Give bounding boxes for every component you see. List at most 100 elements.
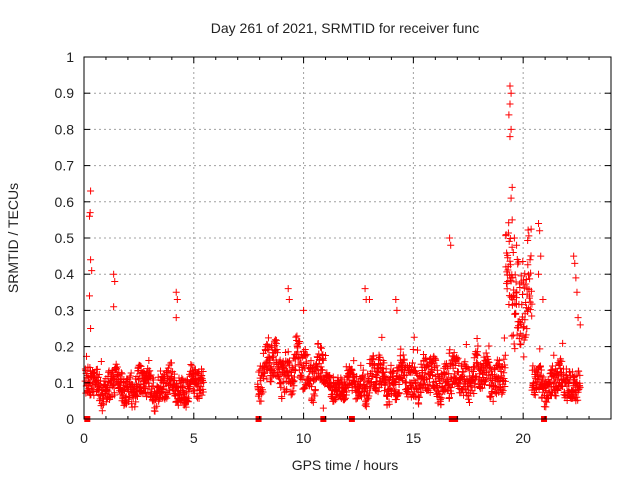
data-point — [520, 353, 528, 361]
data-point — [392, 296, 400, 304]
data-point — [400, 355, 408, 363]
data-point — [188, 362, 196, 370]
data-point — [461, 358, 469, 366]
data-point — [272, 340, 280, 348]
data-point — [122, 396, 130, 404]
data-point — [149, 376, 157, 384]
data-point — [271, 336, 279, 344]
data-point — [431, 378, 439, 385]
data-point — [415, 393, 423, 401]
data-point — [446, 234, 454, 242]
data-point — [445, 370, 453, 378]
data-point — [182, 403, 190, 411]
data-point — [359, 366, 367, 374]
y-tick-label: 0.6 — [55, 194, 75, 210]
data-point — [282, 387, 290, 395]
data-point — [373, 374, 381, 382]
data-point — [518, 301, 526, 309]
data-point — [107, 393, 115, 401]
data-point — [87, 391, 95, 399]
data-point — [434, 389, 442, 397]
data-point — [296, 372, 304, 380]
data-point — [387, 361, 395, 369]
data-point — [465, 392, 473, 400]
data-point — [501, 364, 509, 372]
data-point — [315, 350, 323, 358]
data-point — [450, 349, 458, 357]
data-point — [278, 395, 286, 403]
data-point — [527, 252, 535, 260]
data-point — [284, 348, 292, 356]
data-point — [321, 351, 329, 359]
data-point — [520, 336, 528, 344]
data-point — [417, 388, 425, 396]
data-point — [516, 283, 524, 291]
data-point — [470, 390, 478, 398]
data-point — [199, 367, 207, 375]
x-tick-label: 10 — [296, 430, 312, 446]
data-point — [365, 296, 373, 304]
data-point — [307, 357, 315, 365]
data-point — [113, 363, 121, 371]
data-point — [447, 241, 455, 249]
data-point — [513, 241, 521, 249]
data-point — [93, 365, 101, 373]
data-point — [521, 270, 529, 278]
data-point — [260, 374, 268, 382]
data-point — [172, 314, 180, 322]
data-point — [428, 371, 436, 379]
y-tick-label: 0.3 — [55, 302, 75, 318]
data-points — [81, 82, 584, 422]
gridlines — [84, 57, 611, 419]
data-point — [187, 360, 195, 368]
data-point — [559, 339, 567, 347]
data-point — [537, 366, 545, 374]
data-point — [380, 359, 388, 367]
data-point — [526, 275, 534, 283]
data-point — [473, 334, 481, 342]
data-point — [527, 225, 535, 233]
data-point — [440, 386, 448, 394]
data-point — [319, 356, 327, 364]
chart-title: Day 261 of 2021, SRMTID for receiver fun… — [211, 20, 479, 36]
data-point — [449, 352, 457, 360]
data-point — [539, 296, 547, 304]
data-point — [522, 331, 530, 339]
data-point — [292, 333, 300, 341]
data-point — [507, 261, 515, 269]
data-point — [498, 388, 506, 396]
x-axis-label: GPS time / hours — [292, 457, 399, 473]
data-point — [524, 237, 532, 245]
data-point — [145, 379, 153, 387]
y-tick-label: 0.2 — [55, 339, 75, 355]
data-point — [341, 395, 349, 403]
data-point — [104, 387, 112, 395]
data-point — [422, 355, 430, 363]
data-point — [414, 346, 422, 354]
data-point — [376, 353, 384, 361]
data-point — [503, 285, 511, 293]
y-tick-label: 0.9 — [55, 85, 75, 101]
data-point — [361, 285, 369, 293]
data-point — [421, 376, 429, 384]
data-point — [539, 388, 547, 396]
data-point — [133, 392, 141, 400]
data-point — [519, 324, 527, 332]
data-point — [537, 252, 545, 260]
data-point — [193, 369, 201, 377]
data-point — [525, 232, 533, 240]
data-point — [170, 370, 178, 378]
data-point — [151, 407, 159, 415]
data-point — [296, 338, 304, 346]
data-point — [395, 381, 403, 389]
data-point — [281, 362, 289, 370]
data-point — [307, 383, 315, 391]
data-point — [482, 349, 490, 357]
data-point — [536, 227, 544, 235]
data-point — [553, 368, 561, 376]
y-tick-label: 0.7 — [55, 158, 75, 174]
data-point — [399, 351, 407, 359]
data-point — [157, 367, 165, 375]
data-point — [317, 363, 325, 371]
data-point — [529, 362, 537, 370]
